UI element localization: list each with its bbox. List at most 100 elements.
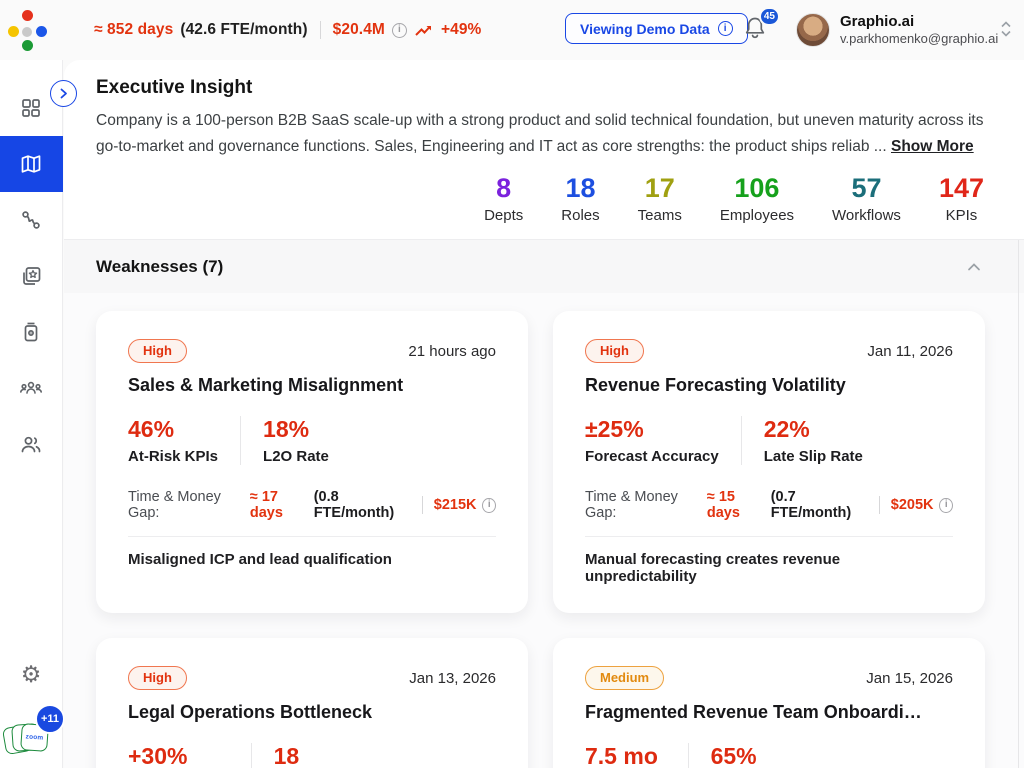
metric-value: 65% xyxy=(710,743,757,768)
card-divider xyxy=(585,536,953,537)
chevron-up-icon[interactable] xyxy=(966,260,982,274)
metric-label: Late Slip Rate xyxy=(763,448,863,465)
gap-fte: (0.7 FTE/month) xyxy=(770,489,852,521)
stat-value: 18 xyxy=(565,173,596,203)
gap-money: $205K xyxy=(890,497,934,513)
logo-dot-yellow xyxy=(8,26,19,37)
total-days-metric: ≈ 852 days xyxy=(94,21,174,38)
sidebar-item-people[interactable] xyxy=(0,416,63,472)
viewing-demo-data-button[interactable]: Viewing Demo Data i xyxy=(565,13,748,44)
main-panel: Executive Insight Company is a 100-perso… xyxy=(64,60,1024,768)
device-icon xyxy=(24,322,38,342)
sidebar-item-library[interactable] xyxy=(0,248,63,304)
profile-expand-icon[interactable] xyxy=(1000,21,1012,37)
page-title: Executive Insight xyxy=(96,77,253,98)
card-metric: ±25% Forecast Accuracy xyxy=(585,416,741,465)
card-metric: 65% 90d Productivity xyxy=(687,743,850,768)
stat-label: Teams xyxy=(637,207,682,224)
gap-divider xyxy=(878,496,880,514)
time-money-gap-row: Time & Money Gap: ≈ 17 days (0.8 FTE/mon… xyxy=(128,489,497,521)
chevron-right-icon xyxy=(60,88,67,99)
sidebar-item-workflows[interactable] xyxy=(0,192,63,248)
trend-percent: +49% xyxy=(440,21,482,38)
severity-badge: High xyxy=(585,339,644,363)
money-info-icon[interactable]: i xyxy=(391,22,407,38)
scrollbar[interactable] xyxy=(1018,240,1019,768)
metric-value: 22% xyxy=(763,416,810,442)
stat-kpis: 147 KPIs xyxy=(939,173,984,224)
demo-button-label: Viewing Demo Data xyxy=(580,20,710,37)
card-metric: +30% Contract Time xyxy=(128,743,251,768)
gap-days: ≈ 15 days xyxy=(706,489,740,521)
stat-label: Depts xyxy=(484,207,524,224)
user-name: Graphio.ai xyxy=(840,13,915,30)
fte-metric: (42.6 FTE/month) xyxy=(180,21,308,38)
weakness-cards-grid: High 21 hours ago Sales & Marketing Misa… xyxy=(64,293,1024,768)
user-email: v.parkhomenko@graphio.ai xyxy=(840,31,999,46)
sidebar-expand-button[interactable] xyxy=(50,80,77,107)
stat-depts: 8 Depts xyxy=(484,173,523,224)
logo-dot-gray xyxy=(22,27,32,37)
gap-info-icon[interactable]: i xyxy=(939,497,954,513)
stat-label: KPIs xyxy=(945,207,978,224)
stat-label: Workflows xyxy=(832,207,901,224)
stat-value: 17 xyxy=(644,173,675,203)
card-metric: 18 Legal Queue xyxy=(250,743,386,768)
notifications-button[interactable]: 45 xyxy=(742,7,780,46)
metric-value: ±25% xyxy=(585,416,644,442)
card-title: Sales & Marketing Misalignment xyxy=(128,375,404,395)
severity-badge: Medium xyxy=(585,666,665,690)
card-title: Revenue Forecasting Volatility xyxy=(585,375,846,395)
money-metric: $20.4M xyxy=(332,21,385,38)
sidebar-item-dashboard[interactable] xyxy=(0,80,63,136)
sidebar-item-settings[interactable]: ⚙ xyxy=(0,646,63,702)
sidebar-item-teams[interactable] xyxy=(0,360,63,416)
trending-up-icon xyxy=(414,22,434,38)
weakness-card-legal-operations[interactable]: High Jan 13, 2026 Legal Operations Bottl… xyxy=(96,638,528,768)
sidebar-item-device[interactable] xyxy=(0,304,63,360)
weakness-card-sales-marketing[interactable]: High 21 hours ago Sales & Marketing Misa… xyxy=(96,311,528,613)
gap-label: Time & Money Gap: xyxy=(585,489,678,521)
show-more-link[interactable]: Show More xyxy=(890,138,974,155)
weaknesses-section-header[interactable]: Weaknesses (7) xyxy=(64,239,1024,293)
integrations-stack[interactable]: zoom +11 xyxy=(1,704,65,762)
card-summary: Misaligned ICP and lead qualification xyxy=(128,551,392,568)
stat-teams: 17 Teams xyxy=(638,173,682,224)
graphio-logo[interactable] xyxy=(8,8,56,54)
time-money-gap-row: Time & Money Gap: ≈ 15 days (0.7 FTE/mon… xyxy=(585,489,954,521)
stat-value: 8 xyxy=(496,173,512,203)
stat-value: 106 xyxy=(734,173,780,203)
map-icon xyxy=(21,155,41,173)
weakness-card-revenue-forecasting[interactable]: High Jan 11, 2026 Revenue Forecasting Vo… xyxy=(553,311,985,613)
gap-fte: (0.8 FTE/month) xyxy=(313,489,395,521)
route-icon xyxy=(22,211,40,229)
insight-description: Company is a 100-person B2B SaaS scale-u… xyxy=(96,108,984,160)
gap-label: Time & Money Gap: xyxy=(128,489,221,521)
sidebar-item-map-active[interactable] xyxy=(0,136,63,192)
gap-info-icon[interactable]: i xyxy=(482,497,497,513)
stat-value: 147 xyxy=(938,173,984,203)
executive-insight-section: Executive Insight Company is a 100-perso… xyxy=(64,60,1024,224)
gear-icon: ⚙ xyxy=(20,660,42,687)
org-stats-row: 8 Depts 18 Roles 17 Teams 106 Employees … xyxy=(96,173,984,224)
stat-label: Roles xyxy=(561,207,600,224)
weakness-card-revenue-onboarding[interactable]: Medium Jan 15, 2026 Fragmented Revenue T… xyxy=(553,638,985,768)
metric-label: At-Risk KPIs xyxy=(128,448,219,465)
severity-badge: High xyxy=(128,339,187,363)
card-title: Legal Operations Bottleneck xyxy=(128,702,373,722)
gap-money: $215K xyxy=(433,497,477,513)
gap-days: ≈ 17 days xyxy=(249,489,283,521)
card-date: Jan 13, 2026 xyxy=(409,669,496,687)
card-summary: Manual forecasting creates revenue unpre… xyxy=(585,551,841,585)
logo-dot-blue xyxy=(36,26,47,37)
card-divider xyxy=(128,536,496,537)
logo-dot-red xyxy=(22,10,33,21)
card-metric: 22% Late Slip Rate xyxy=(740,416,885,465)
stat-workflows: 57 Workflows xyxy=(832,173,901,224)
demo-info-icon: i xyxy=(717,21,733,36)
stat-value: 57 xyxy=(851,173,882,203)
logo-dot-green xyxy=(22,40,33,51)
zoom-app-label: zoom xyxy=(25,733,44,742)
metric-label: L2O Rate xyxy=(263,448,329,465)
user-profile[interactable]: Graphio.ai v.parkhomenko@graphio.ai xyxy=(796,12,998,47)
